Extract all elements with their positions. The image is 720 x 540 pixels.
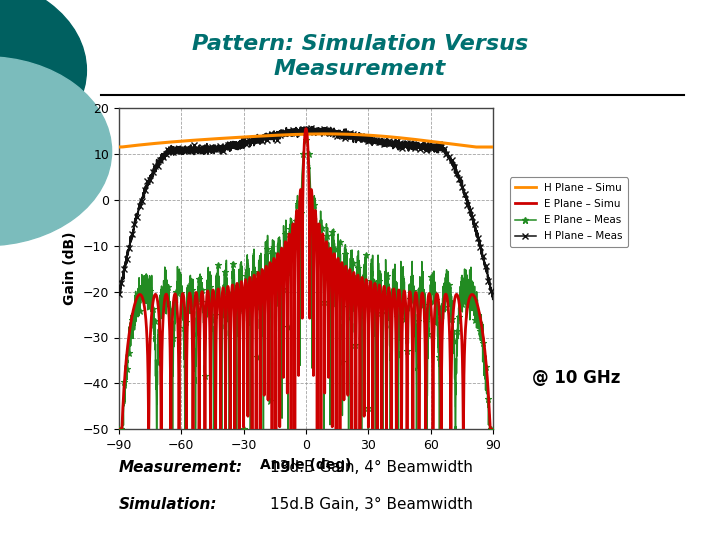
E Plane – Meas: [114, 426, 123, 433]
Text: Simulation:: Simulation:: [119, 497, 217, 512]
Text: Pattern: Simulation Versus
Measurement: Pattern: Simulation Versus Measurement: [192, 35, 528, 79]
E Plane – Meas: [302, 137, 310, 143]
H Plane – Meas: [489, 295, 498, 302]
Text: @ 10 GHz: @ 10 GHz: [532, 369, 620, 387]
Text: 15d.B Gain, 3° Beamwidth: 15d.B Gain, 3° Beamwidth: [270, 497, 473, 512]
Y-axis label: Gain (dB): Gain (dB): [63, 232, 77, 306]
Line: H Plane – Meas: H Plane – Meas: [116, 124, 496, 302]
Text: 13d.B Gain, 4° Beamwidth: 13d.B Gain, 4° Beamwidth: [270, 460, 473, 475]
H Plane – Meas: [454, 173, 462, 179]
E Plane – Meas: [489, 426, 498, 433]
H Plane – Meas: [114, 291, 123, 297]
H Plane – Meas: [307, 124, 316, 130]
X-axis label: Angle (deg): Angle (deg): [260, 457, 352, 471]
E Plane – Meas: [348, 252, 356, 258]
H Plane – Meas: [341, 132, 350, 139]
Text: Measurement:: Measurement:: [119, 460, 243, 475]
E Plane – Meas: [454, 313, 462, 319]
Legend: H Plane – Simu, E Plane – Simu, E Plane – Meas, H Plane – Meas: H Plane – Simu, E Plane – Simu, E Plane …: [510, 178, 628, 247]
H Plane – Meas: [489, 294, 498, 300]
H Plane – Meas: [219, 147, 228, 153]
H Plane – Meas: [194, 147, 203, 153]
Line: E Plane – Meas: E Plane – Meas: [115, 137, 497, 433]
H Plane – Meas: [348, 129, 356, 135]
E Plane – Meas: [489, 426, 498, 433]
E Plane – Meas: [219, 282, 228, 288]
E Plane – Meas: [194, 288, 203, 294]
E Plane – Meas: [341, 259, 350, 266]
H Plane – Meas: [488, 296, 497, 302]
